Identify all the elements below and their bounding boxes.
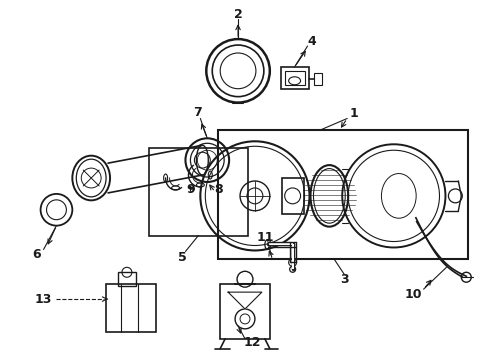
Bar xyxy=(281,67,309,89)
Bar xyxy=(285,71,305,85)
Text: 13: 13 xyxy=(35,293,52,306)
Text: 8: 8 xyxy=(214,184,222,197)
Text: 9: 9 xyxy=(186,184,195,197)
Text: 5: 5 xyxy=(178,251,187,264)
Bar xyxy=(149,148,248,235)
Text: 2: 2 xyxy=(234,8,243,21)
Text: 3: 3 xyxy=(340,273,348,286)
Polygon shape xyxy=(228,292,262,309)
Bar xyxy=(118,272,136,286)
Text: 1: 1 xyxy=(350,107,359,120)
Text: 11: 11 xyxy=(256,231,273,244)
Text: 6: 6 xyxy=(32,248,41,261)
Text: 10: 10 xyxy=(405,288,422,301)
Text: 7: 7 xyxy=(193,106,202,119)
Bar xyxy=(282,178,303,214)
Text: 4: 4 xyxy=(307,35,316,48)
Text: 12: 12 xyxy=(243,336,261,349)
Bar xyxy=(218,130,468,260)
Bar xyxy=(220,284,270,339)
Bar xyxy=(315,73,322,85)
Bar xyxy=(106,284,156,332)
